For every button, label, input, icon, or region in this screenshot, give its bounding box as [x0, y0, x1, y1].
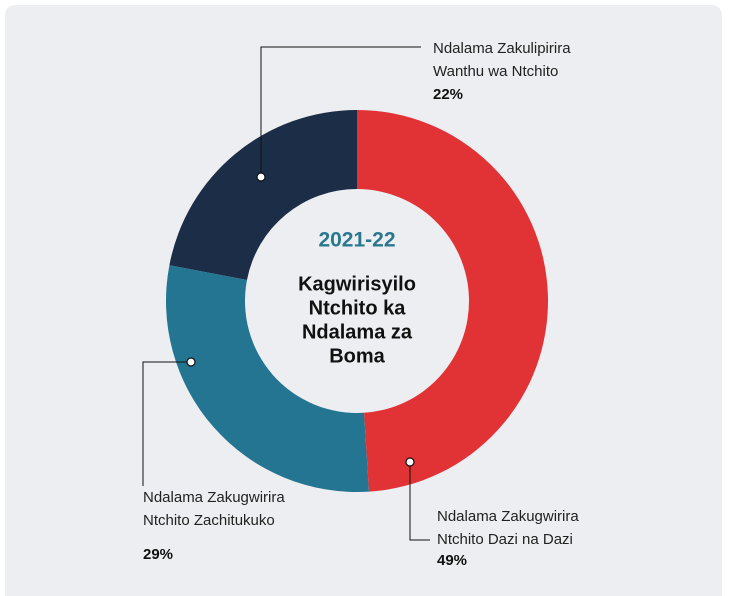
center-title: Ndalama za: [302, 321, 413, 343]
center-title: Boma: [329, 345, 385, 367]
segment-label: Ndalama Zakulipirira Wanthu wa Ntchito: [433, 40, 571, 80]
leader-line: [260, 46, 421, 177]
leader-dot: [186, 357, 196, 367]
leader-dot: [256, 172, 266, 182]
leader-line: [142, 361, 191, 486]
segment-label: Ndalama Zakugwirira Ntchito Zachitukuko: [143, 489, 285, 529]
value-label: 22%: [433, 86, 464, 103]
segment-label: Ndalama Zakugwirira Ntchito Dazi na Dazi: [437, 508, 579, 548]
center-title: Ntchito ka: [309, 297, 407, 319]
donut-segment: [166, 265, 369, 492]
leader-dot: [405, 457, 415, 467]
panel: [5, 5, 722, 596]
center-title: Kagwirisyilo: [298, 273, 416, 295]
value-label: 49%: [437, 552, 468, 569]
value-label: 29%: [143, 546, 174, 563]
center-label: 2021-22: [318, 229, 395, 252]
leader-line: [409, 462, 430, 541]
donut-segment: [169, 110, 357, 281]
donut-segment: [357, 110, 548, 492]
